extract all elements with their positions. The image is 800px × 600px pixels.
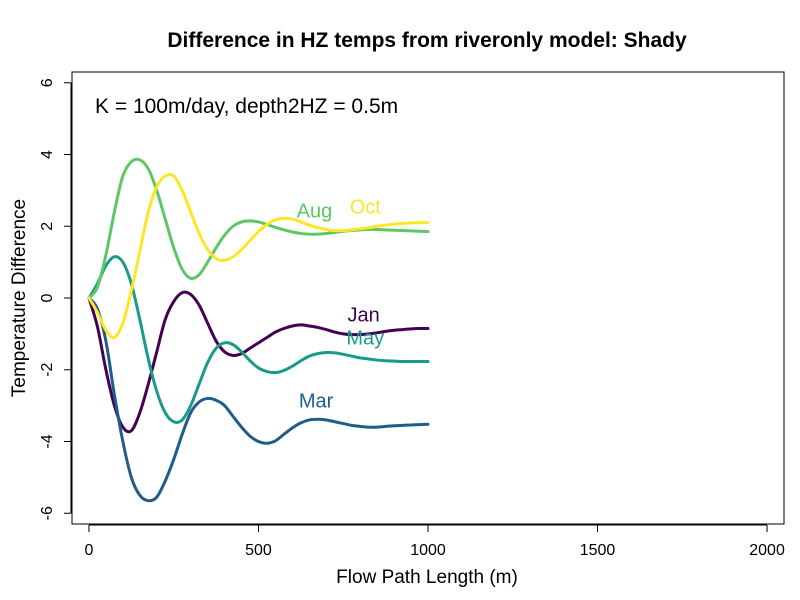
x-axis: 0 500 1000 1500 2000 (84, 524, 785, 559)
y-tick-label: -2 (39, 363, 56, 377)
series-line-oct (87, 172, 430, 340)
y-axis: -6 -4 -2 0 2 4 6 (39, 78, 72, 520)
series-label-mar: Mar (299, 390, 334, 412)
x-tick-label: 0 (84, 542, 93, 559)
x-tick-label: 1000 (410, 542, 446, 559)
y-axis-label: Temperature Difference (9, 199, 30, 397)
y-tick-label: -4 (39, 434, 56, 448)
x-tick-label: 1500 (580, 542, 616, 559)
series-line-mar (87, 296, 430, 503)
series-line-jan (87, 290, 430, 434)
series-labels: Jan Mar May Aug Oct (297, 197, 385, 413)
annotation-text: K = 100m/day, depth2HZ = 0.5m (95, 95, 398, 118)
x-tick-label: 500 (245, 542, 272, 559)
series-label-aug: Aug (297, 200, 333, 222)
y-tick-label: 4 (39, 150, 56, 159)
series-line-may (87, 255, 430, 424)
series-label-may: May (346, 328, 384, 350)
series-label-oct: Oct (350, 197, 382, 219)
chart-title: Difference in HZ temps from riveronly mo… (167, 29, 687, 52)
x-tick-label: 2000 (749, 542, 785, 559)
x-axis-label: Flow Path Length (m) (336, 567, 518, 588)
series-lines (87, 157, 430, 503)
plot-frame (71, 71, 785, 525)
y-tick-label: 6 (39, 78, 56, 87)
y-tick-label: 2 (39, 222, 56, 231)
series-line-aug (87, 157, 430, 300)
series-label-jan: Jan (347, 304, 379, 326)
y-tick-label: -6 (39, 506, 56, 520)
y-tick-label: 0 (39, 293, 56, 302)
